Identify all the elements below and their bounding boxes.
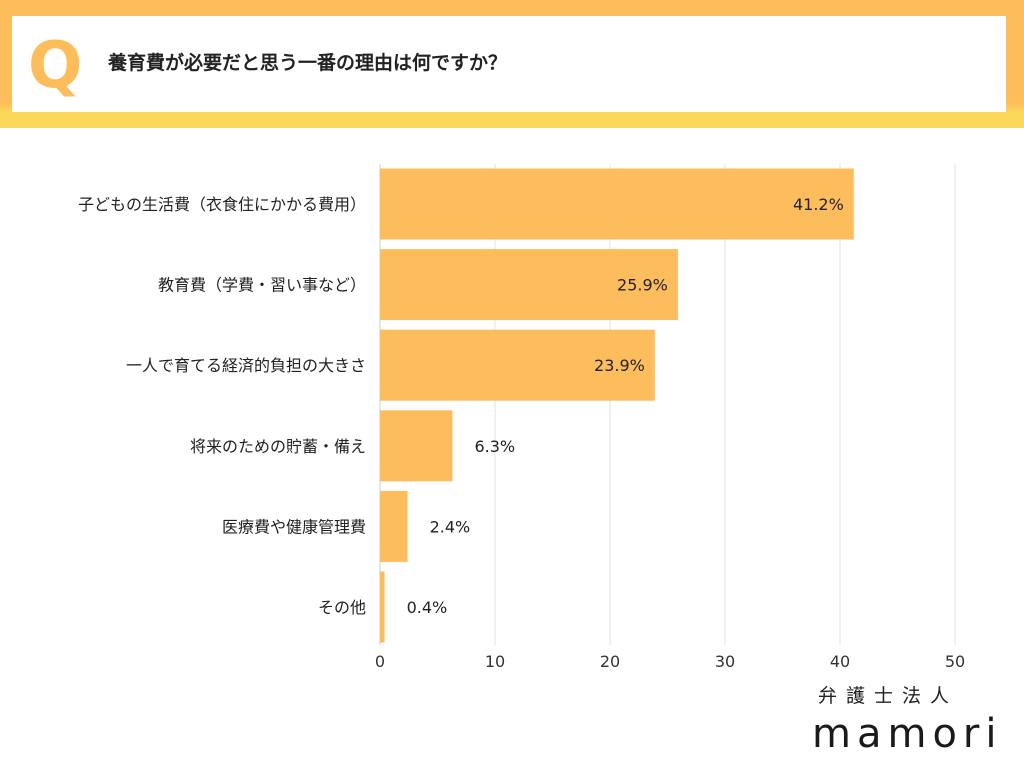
- data-label: 6.3%: [474, 437, 515, 456]
- question-title: 養育費が必要だと思う一番の理由は何ですか？: [108, 52, 508, 74]
- category-label: 一人で育てる経済的負担の大きさ: [126, 356, 366, 375]
- data-label: 41.2%: [793, 195, 844, 214]
- bar: [380, 410, 453, 482]
- x-tick-label: 20: [600, 652, 620, 671]
- category-label: 教育費（学費・習い事など）: [158, 276, 366, 295]
- category-label: 将来のための貯蓄・備え: [190, 437, 366, 456]
- x-tick-label: 0: [375, 652, 385, 671]
- question-box: [12, 16, 1006, 112]
- data-label: 2.4%: [430, 517, 471, 536]
- category-label: 医療費や健康管理費: [222, 517, 366, 536]
- logo-mamori: mamori: [812, 711, 1003, 757]
- bar: [380, 168, 854, 240]
- question-header: Q 養育費が必要だと思う一番の理由は何ですか？: [0, 0, 1024, 128]
- data-label: 25.9%: [617, 276, 668, 295]
- data-label: 0.4%: [407, 598, 448, 617]
- bar: [380, 329, 655, 401]
- x-tick-label: 40: [830, 652, 850, 671]
- logo-subtitle: 弁護士法人: [818, 685, 959, 707]
- data-label: 23.9%: [594, 356, 645, 375]
- x-tick-label: 50: [945, 652, 965, 671]
- q-mark: Q: [28, 29, 83, 103]
- x-tick-label: 10: [485, 652, 505, 671]
- bar: [380, 249, 678, 321]
- x-tick-label: 30: [715, 652, 735, 671]
- bar: [380, 571, 385, 643]
- category-label: 子どもの生活費（衣食住にかかる費用）: [78, 195, 366, 214]
- bar: [380, 490, 408, 562]
- category-label: その他: [318, 598, 366, 617]
